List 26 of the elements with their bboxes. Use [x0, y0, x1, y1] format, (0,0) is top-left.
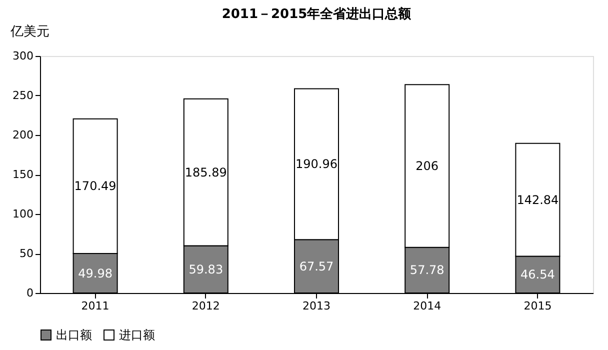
chart-title: 2011－2015年全省进出口总额	[222, 6, 412, 22]
x-tick-label: 2015	[524, 300, 552, 312]
y-tick-label: 0	[26, 286, 34, 300]
legend-label: 进口额	[119, 328, 155, 342]
data-label: 46.54	[520, 268, 555, 282]
data-label: 49.98	[78, 266, 112, 280]
y-tick-label: 200	[12, 128, 34, 142]
x-tick-label: 2011	[81, 300, 110, 312]
y-tick-label: 250	[12, 89, 34, 102]
data-label: 59.83	[188, 262, 224, 276]
y-tick-label: 50	[20, 247, 34, 260]
legend-label: 出口额	[56, 328, 92, 342]
data-label: 142.84	[516, 192, 559, 207]
data-label: 67.57	[299, 259, 334, 274]
y-tick-label: 150	[12, 168, 34, 181]
x-tick-label: 2014	[413, 300, 442, 312]
data-label: 185.89	[184, 165, 227, 180]
data-label: 190.96	[296, 157, 338, 172]
data-label: 206	[416, 158, 439, 173]
data-label: 57.78	[410, 263, 444, 278]
y-axis-title: 亿美元	[10, 24, 50, 40]
y-tick-label: 300	[12, 50, 34, 62]
y-tick-label: 100	[12, 208, 34, 220]
x-tick-label: 2012	[192, 300, 220, 312]
data-label: 170.49	[74, 179, 116, 194]
x-tick-label: 2013	[302, 300, 330, 312]
